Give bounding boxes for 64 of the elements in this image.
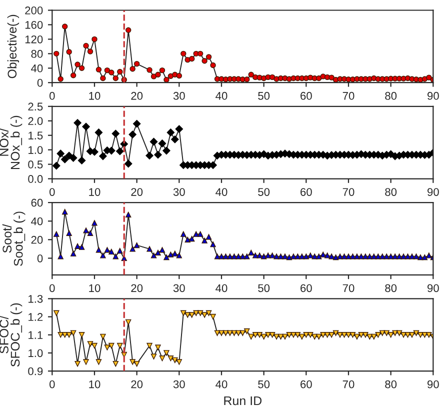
y-tick-label: 1.5: [28, 132, 43, 140]
x-tick-label: 0: [50, 380, 55, 388]
x-tick-label: 60: [300, 380, 312, 388]
x-tick-label: 30: [173, 380, 185, 388]
y-tick-label: 120: [25, 35, 43, 44]
x-tick-label: 40: [216, 188, 228, 196]
x-tick-label: 70: [342, 284, 354, 292]
y-tick-label: 2.5: [28, 102, 43, 111]
x-tick-label: 40: [216, 284, 228, 292]
x-tick-label: 10: [89, 92, 100, 100]
x-tick-label: 90: [428, 188, 439, 196]
x-tick-label: 10: [89, 284, 100, 292]
x-tick-label: 60: [300, 92, 312, 100]
x-tick-label: 80: [385, 92, 397, 100]
x-tick-label: 80: [385, 188, 397, 196]
y-tick-label: 0: [37, 78, 43, 87]
x-tick-label: 50: [258, 284, 270, 292]
x-tick-label: 40: [216, 380, 228, 388]
x-axis-title: Run ID: [224, 396, 262, 406]
x-tick-label: 80: [385, 380, 397, 388]
x-tick-label: 70: [342, 92, 354, 100]
y-tick-label: 40: [31, 217, 43, 226]
x-tick-label: 20: [131, 380, 143, 388]
x-tick-label: 30: [173, 92, 185, 100]
x-tick-label: 0: [50, 188, 55, 196]
x-tick-label: 10: [89, 188, 100, 196]
x-tick-label: 70: [342, 380, 354, 388]
x-tick-label: 20: [131, 188, 143, 196]
y-tick-label: 20: [31, 236, 43, 244]
x-tick-label: 20: [131, 92, 143, 100]
y-tick-label: 0.5: [28, 160, 43, 168]
x-tick-label: 60: [300, 188, 312, 196]
x-tick-label: 70: [342, 188, 354, 196]
x-tick-label: 50: [258, 188, 270, 196]
y-tick-label: 160: [25, 20, 43, 29]
y-tick-label: 1.2: [28, 313, 43, 321]
y-tick-label: 0.0: [28, 175, 43, 183]
y-tick-label: 80: [31, 50, 43, 58]
x-tick-label: 0: [50, 92, 55, 100]
x-tick-label: 10: [89, 380, 100, 388]
y-axis-title: Objective(-): [7, 14, 20, 78]
x-tick-label: 30: [173, 284, 185, 292]
x-tick-label: 40: [216, 92, 228, 100]
x-tick-label: 50: [258, 380, 270, 388]
x-tick-label: 20: [131, 284, 143, 292]
x-tick-label: 90: [428, 92, 439, 100]
y-tick-label: 0: [37, 254, 43, 262]
x-tick-label: 90: [428, 284, 439, 292]
x-tick-label: 80: [385, 284, 397, 292]
y-tick-label: 1.0: [28, 146, 43, 154]
y-tick-label: 1.0: [28, 349, 43, 358]
y-tick-label: 0.9: [28, 367, 43, 376]
y-tick-label: 1.3: [28, 294, 43, 303]
x-tick-label: 0: [50, 284, 55, 292]
y-tick-label: 40: [31, 64, 43, 72]
y-tick-label: 200: [25, 6, 43, 14]
x-tick-label: 50: [258, 92, 270, 100]
y-axis-title: Soot/ Soot_b (-): [2, 212, 26, 266]
y-tick-label: 2.0: [28, 117, 43, 126]
x-tick-label: 30: [173, 188, 185, 196]
y-tick-label: 60: [31, 198, 43, 207]
x-tick-label: 90: [428, 380, 439, 388]
x-tick-label: 60: [300, 284, 312, 292]
y-tick-label: 1.1: [28, 331, 43, 339]
